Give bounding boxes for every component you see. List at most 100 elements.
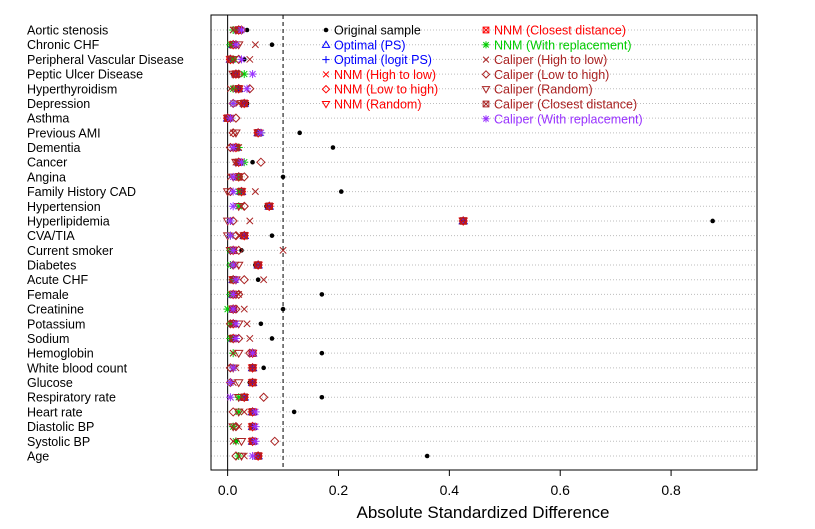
x-tick-label: 0.2 — [329, 482, 349, 498]
legend-label: Optimal (PS) — [334, 38, 406, 52]
legend-label: Caliper (Random) — [494, 83, 593, 97]
data-point — [228, 423, 239, 432]
data-point — [229, 437, 237, 445]
category-label: Acute CHF — [27, 273, 88, 287]
data-point — [319, 292, 325, 297]
data-point — [229, 261, 238, 270]
category-label: Angina — [27, 170, 66, 184]
data-point — [222, 188, 233, 197]
data-point — [459, 217, 467, 225]
data-point — [270, 436, 280, 447]
data-point — [248, 452, 257, 460]
data-point — [319, 394, 325, 400]
x-tick-label: 0.8 — [661, 482, 681, 498]
x-tick-label: 0.0 — [218, 482, 238, 498]
data-point — [246, 217, 254, 225]
x-axis-label: Absolute Standardized Difference — [357, 503, 610, 522]
data-point — [260, 276, 268, 284]
category-label: CVA/TIA — [27, 229, 75, 243]
data-point — [233, 202, 244, 212]
category-label: Dementia — [27, 141, 81, 155]
category-label: Sodium — [27, 332, 69, 346]
category-label: Creatinine — [27, 303, 84, 317]
legend-item: NNM (Low to high) — [321, 83, 438, 97]
data-point — [226, 216, 235, 225]
category-label: Hyperthyroidism — [27, 82, 117, 96]
category-label: Aortic stenosis — [27, 24, 108, 38]
data-point — [297, 130, 302, 136]
category-label: Female — [27, 288, 69, 302]
category-label: Respiratory rate — [27, 391, 116, 405]
data-point — [243, 84, 252, 93]
category-label: Glucose — [27, 376, 73, 390]
plot-frame — [210, 14, 758, 471]
category-label: Peptic Ulcer Disease — [27, 68, 143, 82]
data-point — [233, 379, 244, 388]
category-label: Diastolic BP — [27, 420, 94, 434]
data-point — [246, 55, 254, 63]
category-label: Cancer — [27, 156, 67, 170]
legend-item: Optimal (logit PS) — [322, 53, 432, 67]
data-point — [248, 364, 257, 372]
data-point — [256, 128, 265, 137]
data-point — [229, 202, 238, 211]
data-point — [265, 202, 273, 210]
data-point — [226, 114, 235, 123]
data-point — [240, 231, 248, 240]
data-point — [280, 306, 286, 312]
legend-label: Caliper (Closest distance) — [494, 98, 637, 112]
data-point — [226, 393, 235, 402]
x-tick-label: 0.4 — [440, 482, 460, 498]
category-label: Asthma — [27, 112, 69, 126]
legend-label: Original sample — [334, 24, 421, 38]
data-point — [424, 453, 430, 459]
data-point — [237, 26, 246, 34]
legend-item: Caliper (Low to high) — [481, 68, 609, 82]
data-point — [228, 128, 238, 138]
legend-item: NNM (Closest distance) — [482, 24, 626, 38]
legend-label: NNM (Random) — [334, 98, 422, 112]
category-label: Hemoglobin — [27, 347, 94, 361]
data-point — [237, 187, 246, 196]
data-point — [269, 42, 275, 47]
data-point — [233, 408, 244, 417]
data-point — [243, 320, 251, 328]
category-label: Previous AMI — [27, 126, 101, 140]
category-label: Potassium — [27, 317, 85, 331]
legend-item: NNM (Random) — [321, 98, 422, 112]
data-point — [229, 172, 238, 181]
data-point — [258, 321, 264, 327]
data-point — [231, 275, 240, 284]
legend-label: NNM (With replacement) — [494, 38, 632, 52]
data-point — [261, 365, 266, 371]
category-label: Heart rate — [27, 405, 83, 419]
data-markers — [222, 25, 715, 461]
data-point — [291, 409, 297, 415]
data-point — [229, 246, 238, 255]
data-point — [231, 334, 240, 343]
data-point — [229, 187, 238, 196]
category-label: Peripheral Vascular Disease — [27, 53, 184, 67]
data-point — [235, 85, 243, 93]
data-point — [246, 334, 254, 343]
category-label: White blood count — [27, 361, 128, 375]
category-label: Chronic CHF — [27, 38, 100, 52]
data-point — [710, 218, 715, 224]
legend-label: NNM (Closest distance) — [494, 24, 626, 38]
data-point — [251, 437, 260, 446]
data-point — [240, 305, 248, 313]
legend-item: Original sample — [323, 24, 421, 38]
data-point — [280, 174, 286, 180]
data-point — [229, 290, 238, 299]
data-point — [269, 336, 275, 341]
data-point — [236, 452, 247, 461]
category-label: Systolic BP — [27, 435, 90, 449]
data-point — [229, 305, 238, 314]
data-point — [229, 143, 238, 152]
legend-item: NNM (With replacement) — [482, 38, 632, 52]
legend-item: Caliper (Closest distance) — [482, 98, 637, 112]
data-point — [233, 349, 244, 359]
category-label: Hypertension — [27, 200, 101, 214]
